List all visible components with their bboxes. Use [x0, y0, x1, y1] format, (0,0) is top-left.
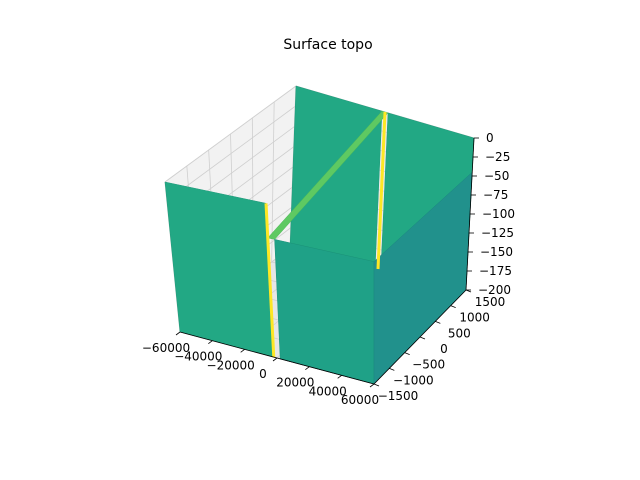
- surface-front-left-wall: [164, 181, 275, 358]
- y-tick: [419, 336, 426, 340]
- y-tick-label: 0: [440, 342, 448, 356]
- x-tick-label: 60000: [341, 393, 379, 407]
- x-tick: [369, 383, 375, 388]
- z-tick-label: −125: [481, 226, 514, 240]
- x-tick-label: −60000: [142, 341, 190, 355]
- x-tick: [337, 375, 342, 379]
- z-tick-label: 0: [486, 131, 494, 145]
- grid-z-left: [164, 85, 297, 183]
- z-tick-label: −150: [480, 245, 513, 259]
- y-tick: [404, 352, 410, 356]
- x-tick: [175, 331, 181, 336]
- x-tick: [272, 357, 278, 362]
- surface-back-left-wall: [289, 85, 383, 269]
- z-tick-label: −200: [478, 283, 511, 297]
- x-tick: [305, 366, 310, 370]
- y-tick-label: 1500: [475, 295, 506, 309]
- y-tick: [373, 383, 380, 387]
- x-tick-label: −20000: [207, 358, 255, 372]
- chart-title: Surface topo: [283, 37, 372, 53]
- y-tick-label: 1000: [459, 311, 490, 325]
- x-tick-label: 20000: [276, 376, 314, 390]
- z-tick-label: −50: [484, 169, 509, 183]
- y-tick: [450, 305, 456, 309]
- y-tick-label: 500: [448, 326, 471, 340]
- y-tick-label: −500: [412, 358, 445, 372]
- surface-front-wall: [274, 239, 375, 385]
- z-tick-label: −100: [482, 207, 515, 221]
- surface-crest-front: [264, 203, 276, 358]
- z-axis-ticks: −200 −175 −150 −125 −100 −75 −50 −25 0: [466, 131, 515, 297]
- y-tick-label: −1500: [378, 389, 419, 403]
- z-tick-label: −175: [479, 264, 512, 278]
- z-tick-label: −75: [483, 188, 508, 202]
- grid-z-left: [166, 105, 296, 202]
- surface-crest-back: [376, 111, 387, 270]
- z-tick-label: −25: [485, 150, 510, 164]
- x-tick: [208, 340, 213, 344]
- x-tick-label: 0: [259, 367, 267, 381]
- y-tick: [435, 320, 441, 324]
- x-tick: [240, 349, 245, 353]
- x-tick-label: −40000: [174, 350, 222, 364]
- surface-slope: [267, 110, 389, 240]
- x-tick-label: 40000: [309, 384, 347, 398]
- surface-plot: [164, 85, 475, 385]
- y-tick-label: −1000: [393, 373, 434, 387]
- y-tick: [389, 367, 395, 371]
